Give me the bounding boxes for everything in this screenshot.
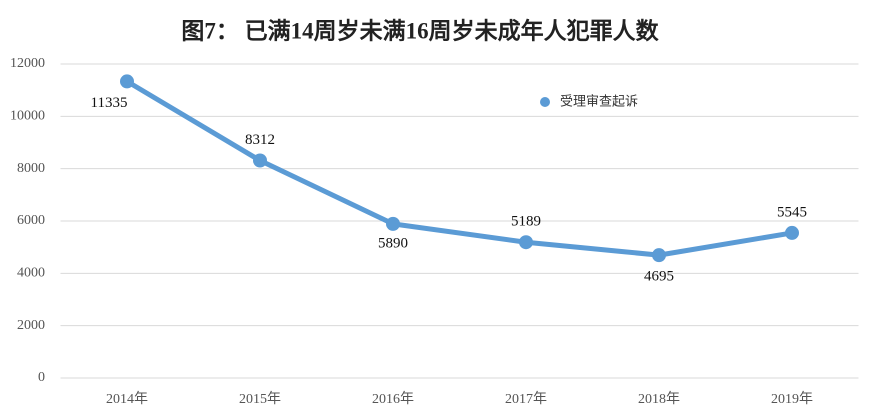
x-tick-label: 2017年: [505, 391, 547, 407]
point: [652, 248, 666, 263]
x-tick-label: 2015年: [239, 391, 281, 407]
line: [125, 79, 793, 258]
data-label: 4695: [644, 269, 674, 285]
x-tick-label: 2018年: [638, 391, 680, 407]
y-tick-label: 10000: [10, 109, 45, 124]
x-tick-label: 2014年: [106, 391, 148, 407]
point: [519, 235, 533, 250]
data-label: 5545: [777, 204, 807, 220]
point: [386, 216, 400, 231]
y-tick-label: 4000: [17, 266, 45, 281]
x-tick-label: 2019年: [771, 391, 813, 407]
point: [785, 225, 799, 240]
legend-label: 受理审查起诉: [560, 95, 638, 110]
data-label: 8312: [245, 132, 275, 148]
y-tick-label: 2000: [17, 318, 45, 333]
chart-title: 图7： 已满14周岁未满16周岁未成年人犯罪人数: [181, 17, 659, 43]
point: [120, 74, 134, 89]
x-tick-label: 2016年: [372, 391, 414, 407]
data-label: 11335: [91, 95, 128, 111]
y-tick-label: 12000: [10, 56, 45, 71]
data-label: 5189: [511, 214, 541, 230]
legend-marker: [540, 97, 550, 107]
y-tick-label: 0: [38, 370, 45, 385]
y-tick-label: 8000: [17, 161, 45, 176]
data-label: 5890: [378, 235, 408, 251]
y-tick-label: 6000: [17, 213, 45, 228]
point: [253, 153, 267, 168]
